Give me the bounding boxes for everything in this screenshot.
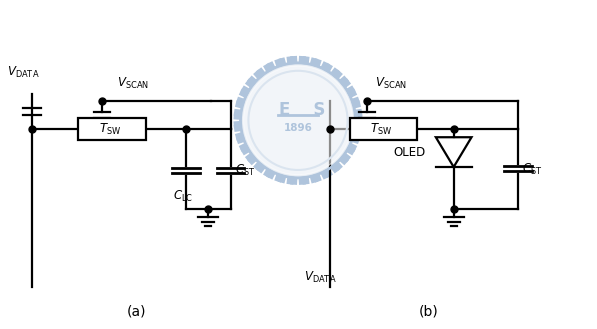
Text: OLED: OLED (393, 146, 426, 159)
Circle shape (241, 63, 356, 178)
Text: $T_{\rm SW}$: $T_{\rm SW}$ (370, 122, 392, 137)
Text: $V_{\rm SCAN}$: $V_{\rm SCAN}$ (376, 76, 407, 91)
Text: $V_{\rm DATA}$: $V_{\rm DATA}$ (303, 269, 336, 285)
Text: 1896: 1896 (284, 123, 312, 133)
Text: $T_{\rm SW}$: $T_{\rm SW}$ (99, 122, 121, 137)
Text: $C_{\rm LC}$: $C_{\rm LC}$ (173, 189, 193, 204)
Bar (78, 118, 146, 140)
Text: $C_{\rm ST}$: $C_{\rm ST}$ (522, 162, 543, 177)
Text: $C_{\rm ST}$: $C_{\rm ST}$ (235, 164, 255, 179)
Text: (a): (a) (127, 305, 146, 319)
Circle shape (244, 66, 353, 175)
Text: $V_{\rm SCAN}$: $V_{\rm SCAN}$ (116, 76, 149, 91)
Text: E    S: E S (279, 101, 325, 119)
Bar (350, 118, 417, 140)
Text: (b): (b) (419, 305, 439, 319)
Text: $V_{\rm DATA}$: $V_{\rm DATA}$ (8, 65, 40, 80)
